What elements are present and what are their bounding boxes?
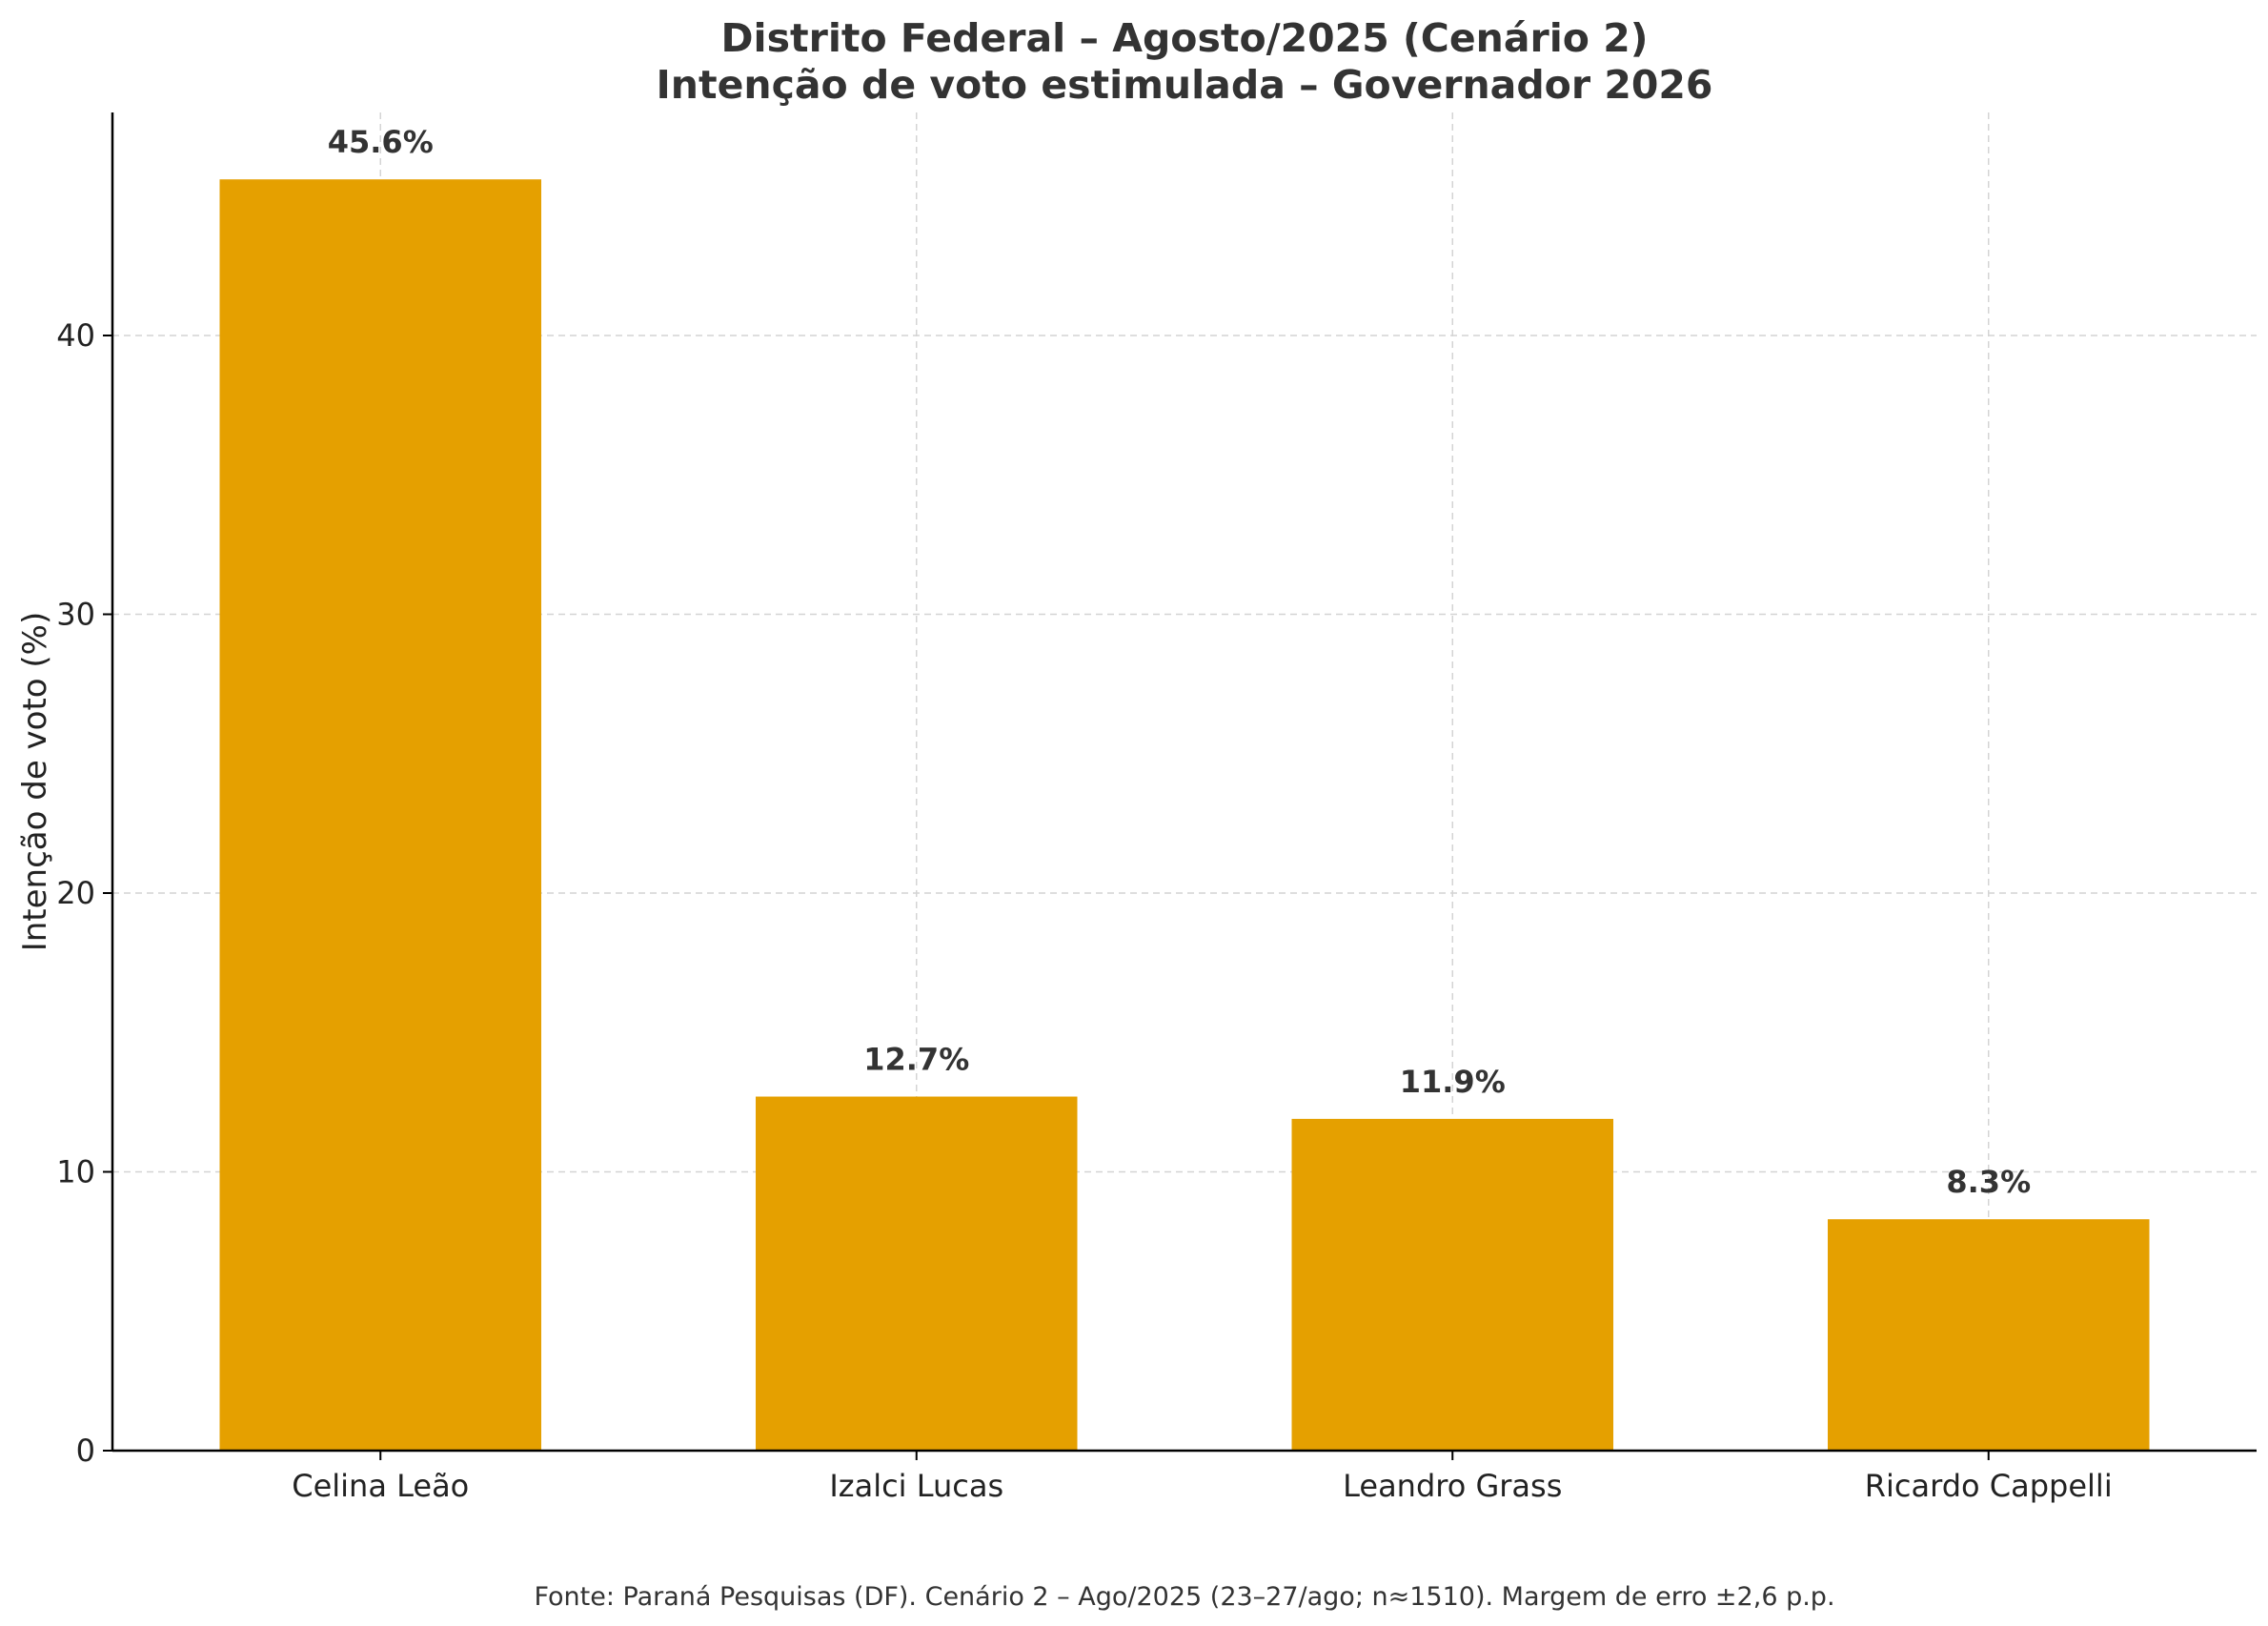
- y-tick-label: 40: [56, 317, 95, 354]
- y-tick-label: 10: [56, 1154, 95, 1190]
- bar: [1291, 1118, 1613, 1451]
- bar: [1828, 1219, 2150, 1451]
- y-tick-label: 30: [56, 597, 95, 633]
- x-tick-label: Celina Leão: [292, 1468, 469, 1504]
- x-tick-label: Ricardo Cappelli: [1865, 1468, 2113, 1504]
- x-tick-label: Izalci Lucas: [829, 1468, 1003, 1504]
- y-tick-label: 0: [76, 1433, 95, 1469]
- footnote: Fonte: Paraná Pesquisas (DF). Cenário 2 …: [534, 1582, 1834, 1612]
- bar-value-label: 12.7%: [863, 1042, 969, 1078]
- chart-subtitle: Intenção de voto estimulada – Governador…: [657, 62, 1713, 108]
- y-tick-label: 20: [56, 875, 95, 911]
- bar-value-label: 11.9%: [1400, 1064, 1506, 1100]
- value-labels: 45.6% 12.7% 11.9% 8.3%: [328, 124, 2031, 1200]
- ticks: 0 10 20 30 40 Celina Leão Izalci Lucas Leandro …: [56, 317, 2112, 1504]
- bar: [756, 1096, 1078, 1451]
- bars: [219, 179, 2150, 1452]
- bar: [219, 179, 541, 1452]
- bar-value-label: 45.6%: [328, 124, 434, 160]
- y-axis-label: Intenção de voto (%): [16, 612, 54, 952]
- bar-value-label: 8.3%: [1946, 1164, 2031, 1200]
- chart-title: Distrito Federal – Agosto/2025 (Cenário …: [721, 15, 1649, 61]
- x-tick-label: Leandro Grass: [1343, 1468, 1562, 1504]
